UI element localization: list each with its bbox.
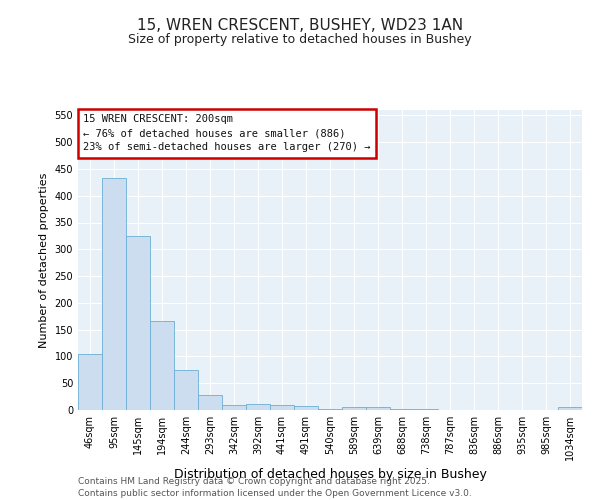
Bar bbox=[342, 408, 366, 410]
Bar bbox=[78, 354, 102, 410]
X-axis label: Distribution of detached houses by size in Bushey: Distribution of detached houses by size … bbox=[173, 468, 487, 481]
Bar bbox=[126, 236, 150, 410]
Bar bbox=[222, 404, 246, 410]
Bar bbox=[246, 404, 270, 410]
Text: 15, WREN CRESCENT, BUSHEY, WD23 1AN: 15, WREN CRESCENT, BUSHEY, WD23 1AN bbox=[137, 18, 463, 32]
Bar bbox=[198, 395, 222, 410]
Y-axis label: Number of detached properties: Number of detached properties bbox=[39, 172, 49, 348]
Bar bbox=[558, 408, 582, 410]
Text: Contains HM Land Registry data © Crown copyright and database right 2025.
Contai: Contains HM Land Registry data © Crown c… bbox=[78, 476, 472, 498]
Text: 15 WREN CRESCENT: 200sqm
← 76% of detached houses are smaller (886)
23% of semi-: 15 WREN CRESCENT: 200sqm ← 76% of detach… bbox=[83, 114, 371, 152]
Bar bbox=[366, 408, 390, 410]
Bar bbox=[270, 404, 294, 410]
Text: Size of property relative to detached houses in Bushey: Size of property relative to detached ho… bbox=[128, 32, 472, 46]
Bar bbox=[102, 178, 126, 410]
Bar bbox=[174, 370, 198, 410]
Bar bbox=[294, 406, 318, 410]
Bar bbox=[150, 320, 174, 410]
